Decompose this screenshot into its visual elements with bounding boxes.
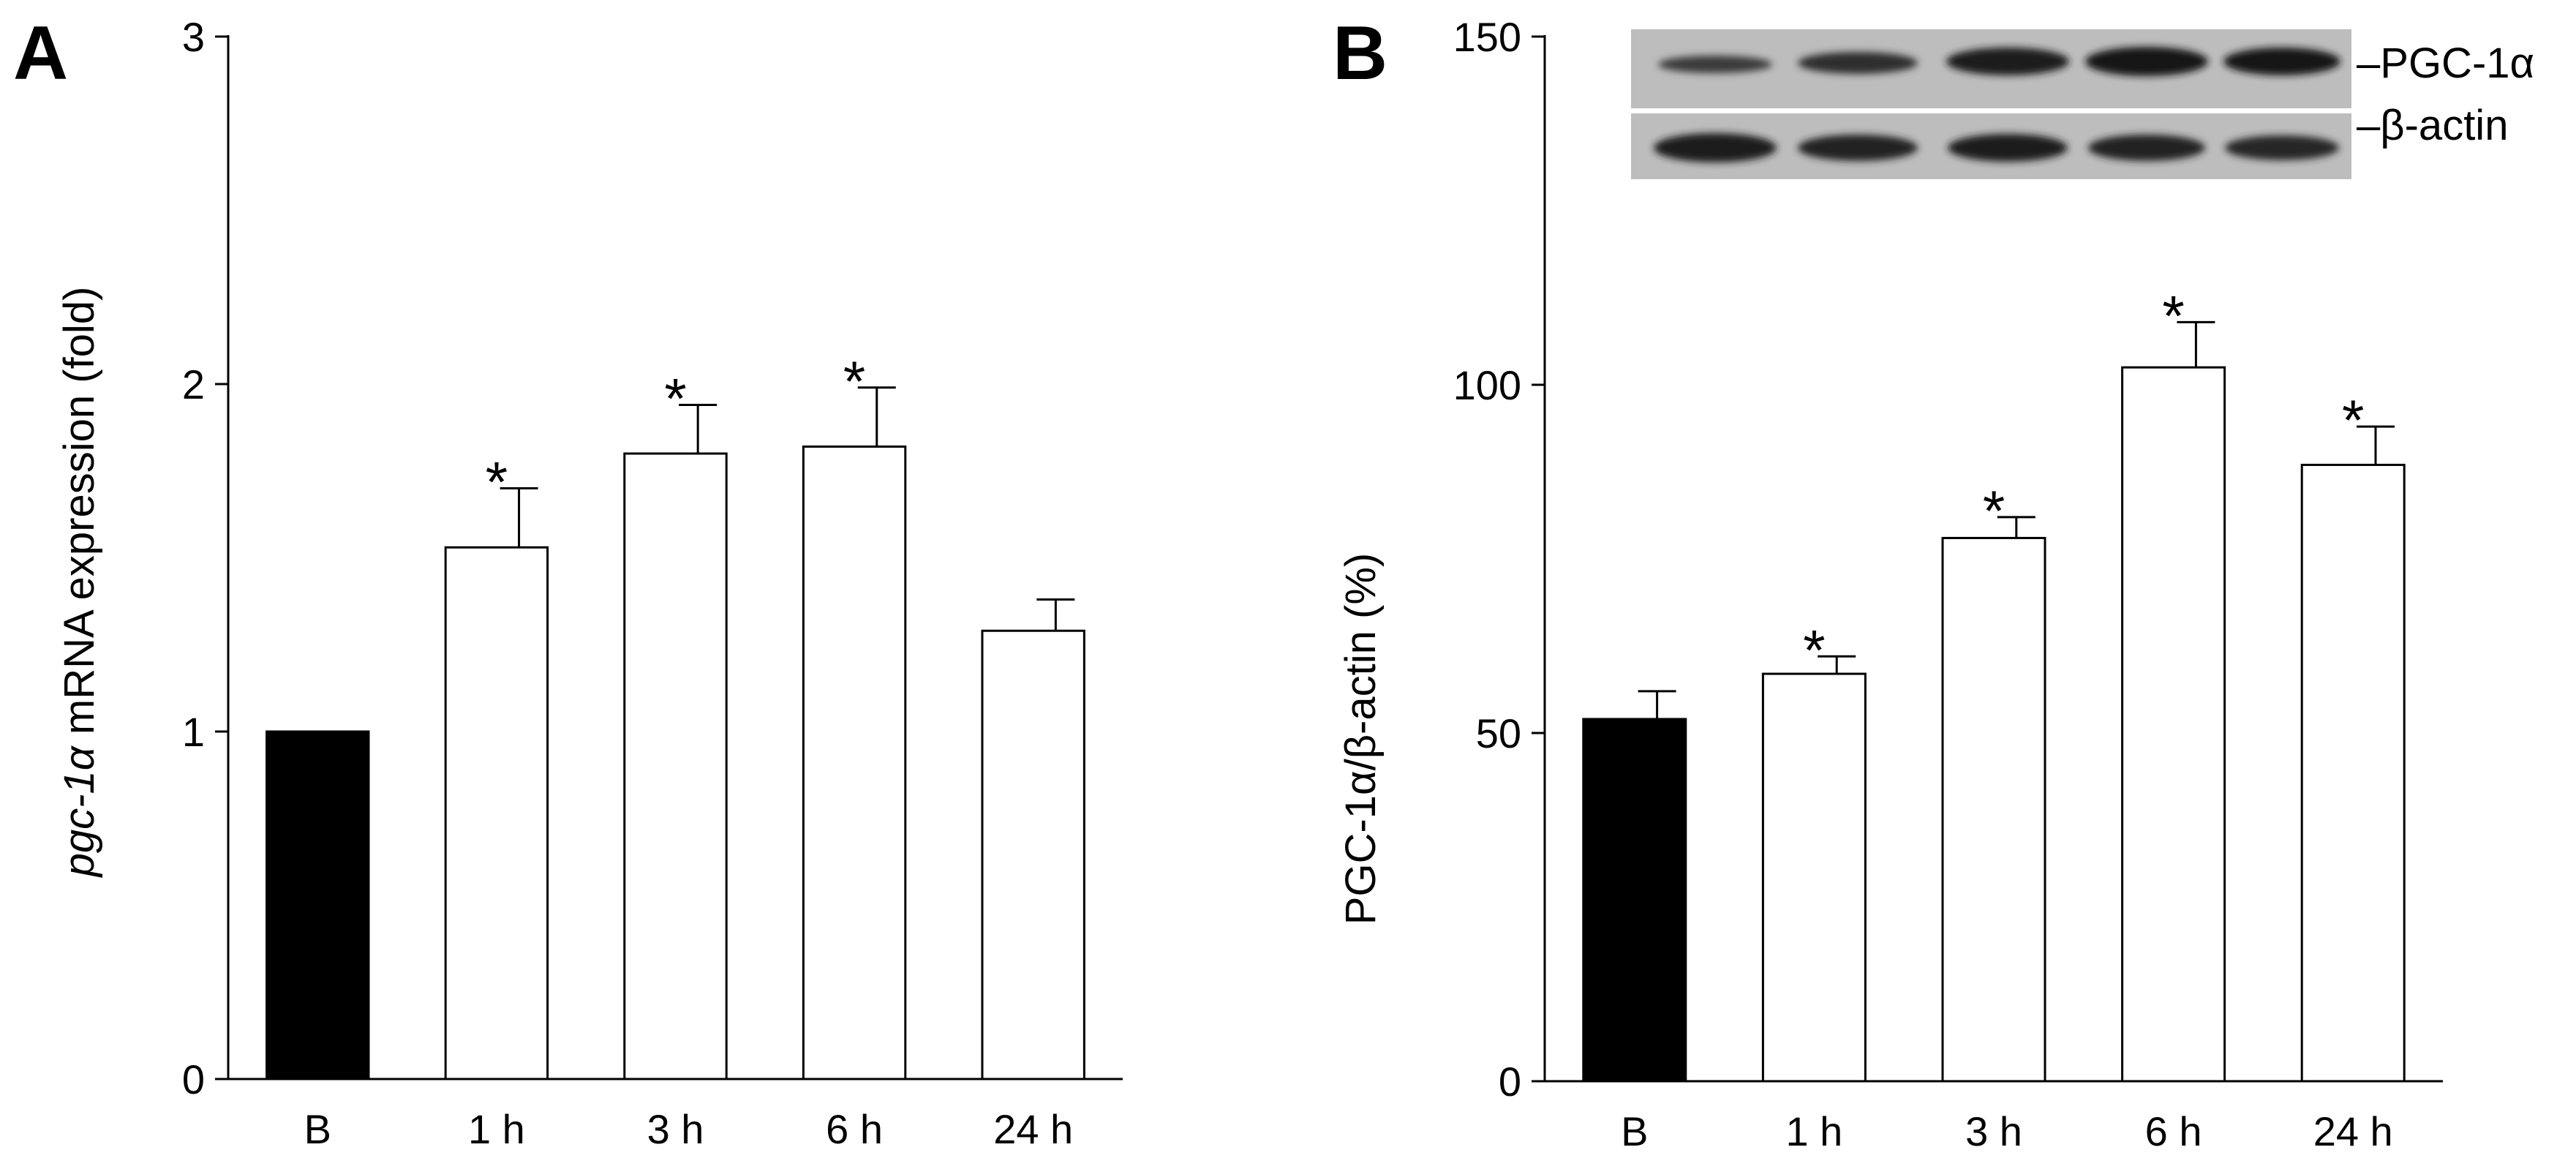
panel-b-bar	[1582, 718, 1687, 1083]
b-actin-band-1h	[1798, 135, 1918, 161]
blot-bands	[1654, 47, 2340, 162]
panel-b-y-tick-label: 0	[1499, 1059, 1521, 1105]
pgc1a-band-1h	[1798, 52, 1918, 74]
panel-a-x-tick-label: 1 h	[468, 1106, 525, 1152]
panel-b-x-tick-label: 3 h	[1965, 1108, 2022, 1154]
pgc1a-band-24h	[2223, 48, 2340, 75]
panel-a-x-tick-label: 24 h	[993, 1106, 1073, 1152]
panel-a-bar	[623, 452, 728, 1080]
panel-a-bar	[444, 546, 549, 1080]
b-actin-band-6h	[2088, 135, 2205, 161]
panel-b-bar	[1761, 672, 1867, 1083]
pgc1a-band-3h	[1946, 48, 2069, 75]
panel-a-letter: A	[13, 11, 68, 96]
panel-a-y-tick-label: 2	[182, 361, 205, 407]
panel-b-bars: B * 1 h * 3 h * 6 h * 24 h	[1582, 283, 2406, 1154]
panel-b-x-tick-label: B	[1621, 1108, 1648, 1154]
panel-a-y-axis-label: pgc-1α mRNA expression (fold)	[56, 287, 103, 879]
panel-b-bar	[2300, 463, 2406, 1083]
panel-a-y-tick-label: 1	[182, 709, 205, 755]
panel-a-bar	[802, 446, 907, 1080]
panel-b-bar	[2121, 366, 2226, 1083]
panel-b-significance-star: *	[2342, 388, 2364, 452]
b-actin-band-3h	[1948, 134, 2068, 162]
blot-label-b-actin: –β-actin	[2357, 102, 2508, 149]
panel-b-letter: B	[1333, 11, 1387, 96]
panel-a-bar	[265, 730, 370, 1080]
panel-b-y-tick-label: 50	[1476, 710, 1521, 756]
panel-b-x-tick-label: 6 h	[2145, 1108, 2202, 1154]
panel-a-bar	[981, 629, 1085, 1080]
panel-a-significance-star: *	[486, 450, 508, 514]
panel-b-x-tick-label: 24 h	[2313, 1108, 2393, 1154]
panel-a: A pgc-1α mRNA expression (fold) 0 1 2 3 B * 1…	[13, 11, 1123, 1152]
panel-b-y-axis-label: PGC-1α/β-actin (%)	[1337, 553, 1385, 925]
panel-a-axes: 0 1 2 3	[182, 14, 1123, 1102]
pgc1a-band-6h	[2085, 47, 2208, 76]
panel-a-bars: B * 1 h * 3 h * 6 h 24 h	[265, 349, 1085, 1152]
blot-label-pgc1a: –PGC-1α	[2357, 40, 2534, 87]
panel-b-axes: 0 50 100 150	[1453, 14, 2443, 1105]
panel-b-x-tick-label: 1 h	[1785, 1108, 1842, 1154]
panel-a-x-tick-label: 3 h	[647, 1106, 704, 1152]
panel-b-significance-star: *	[2162, 283, 2184, 347]
panel-a-x-tick-label: B	[304, 1106, 331, 1152]
pgc1a-band-b	[1658, 56, 1772, 73]
panel-b-significance-star: *	[1803, 617, 1825, 682]
panel-a-significance-star: *	[664, 367, 686, 431]
panel-a-y-axis-label-italic: pgc-1α	[56, 745, 103, 878]
b-actin-band-b	[1654, 133, 1777, 162]
b-actin-band-24h	[2225, 135, 2339, 160]
panel-b-y-tick-label: 100	[1453, 362, 1521, 408]
panel-a-y-axis-label-rest: mRNA expression (fold)	[56, 287, 103, 747]
panel-b-significance-star: *	[1983, 478, 2005, 543]
panel-a-x-tick-label: 6 h	[826, 1106, 883, 1152]
panel-b-bar	[1941, 536, 2046, 1083]
panel-b-y-tick-label: 150	[1453, 14, 1521, 60]
panel-a-y-tick-label: 0	[182, 1056, 205, 1102]
panel-a-y-tick-label: 3	[182, 14, 205, 60]
panel-b: B PGC-1α/β-actin (%) –PGC-1α –β-actin 0 5…	[1333, 11, 2534, 1154]
western-blot-image	[1631, 29, 2351, 179]
panel-a-significance-star: *	[843, 349, 865, 413]
